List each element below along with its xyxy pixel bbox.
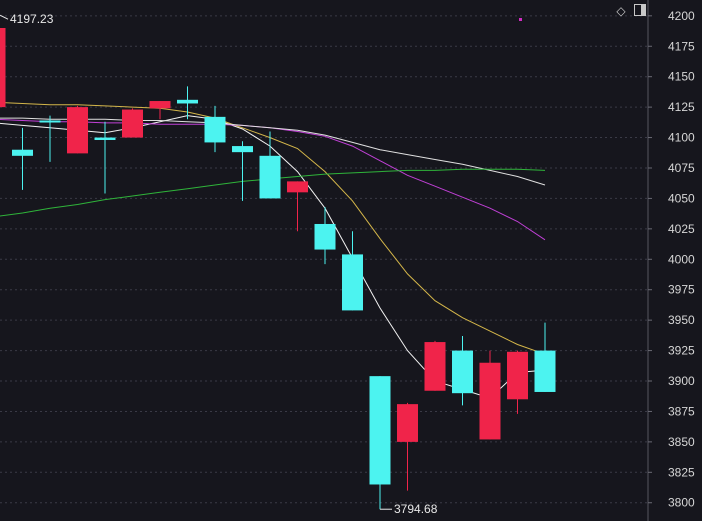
y-tick-label: 3800: [668, 496, 695, 510]
candle-body: [39, 120, 61, 123]
candle-body: [0, 27, 6, 108]
candle-body: [534, 350, 556, 392]
y-tick-label: 3875: [668, 404, 695, 418]
candle[interactable]: [149, 101, 171, 120]
high-marker-line: [0, 14, 9, 20]
candle-body: [369, 376, 391, 485]
candles: [0, 19, 556, 510]
y-tick-label: 4075: [668, 161, 695, 175]
candle[interactable]: [342, 231, 363, 311]
y-tick-label: 3850: [668, 435, 695, 449]
candle[interactable]: [39, 115, 61, 162]
candle-body: [67, 107, 88, 154]
high-annotation: 4197.23: [0, 12, 54, 26]
candle[interactable]: [177, 86, 198, 120]
candle-body: [12, 149, 33, 156]
panel-toggle-glyph: [634, 4, 646, 16]
candle[interactable]: [259, 131, 281, 199]
candle-body: [232, 146, 253, 153]
candle-body: [204, 116, 226, 143]
y-tick-label: 4100: [668, 131, 695, 145]
candle-body: [452, 350, 473, 394]
candle[interactable]: [122, 108, 143, 138]
candle-body: [149, 101, 171, 109]
candle-body: [314, 223, 336, 250]
candle-body: [507, 351, 528, 400]
candle-body: [397, 404, 418, 442]
candle-body: [94, 137, 116, 140]
candle-body: [259, 155, 281, 199]
magenta-marker: [519, 18, 522, 21]
y-tick-label: 3900: [668, 374, 695, 388]
panel-toggle-icon[interactable]: [633, 4, 647, 18]
candle[interactable]: [12, 127, 33, 190]
candle[interactable]: [507, 350, 528, 414]
candle-body: [122, 109, 143, 138]
candle[interactable]: [369, 376, 391, 510]
candle[interactable]: [397, 402, 418, 491]
candle-body: [287, 181, 308, 193]
y-tick-label: 4000: [668, 252, 695, 266]
candle[interactable]: [287, 181, 308, 232]
candle[interactable]: [232, 141, 253, 201]
y-axis-ticks: 4200 4175 4150 4125 4100 4075 4050 4025 4000 3975…: [648, 9, 695, 510]
y-tick-label: 3825: [668, 465, 695, 479]
candle[interactable]: [0, 19, 6, 115]
y-tick-label: 4200: [668, 9, 695, 23]
y-tick-label: 3925: [668, 344, 695, 358]
candle[interactable]: [424, 340, 446, 391]
y-tick-label: 3975: [668, 283, 695, 297]
candle[interactable]: [452, 335, 473, 406]
candle[interactable]: [204, 105, 226, 153]
y-tick-label: 3950: [668, 313, 695, 327]
candle-body: [342, 254, 363, 311]
low-label: 3794.68: [394, 502, 438, 516]
candle[interactable]: [479, 350, 501, 440]
low-annotation: 3794.68: [380, 502, 438, 516]
candle[interactable]: [314, 206, 336, 265]
diamond-icon[interactable]: ◇: [616, 4, 626, 18]
y-tick-label: 4175: [668, 39, 695, 53]
grid-lines: [0, 15, 648, 504]
candle-body: [424, 342, 446, 391]
y-tick-label: 4150: [668, 70, 695, 84]
y-tick-label: 4050: [668, 191, 695, 205]
candle[interactable]: [534, 322, 556, 392]
high-label: 4197.23: [10, 12, 54, 26]
y-tick-label: 4125: [668, 100, 695, 114]
candle-body: [479, 362, 501, 440]
y-tick-label: 4025: [668, 222, 695, 236]
candle[interactable]: [94, 121, 116, 194]
candle-body: [177, 99, 198, 104]
candle[interactable]: [67, 105, 88, 154]
